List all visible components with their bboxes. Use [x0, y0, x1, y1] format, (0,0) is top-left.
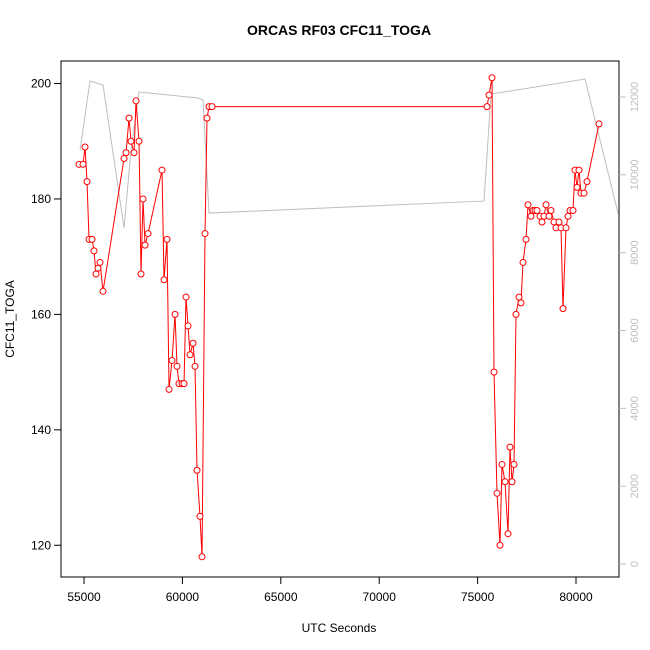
- y2-tick-label: 6000: [629, 318, 641, 342]
- x-axis-label: UTC Seconds: [302, 621, 377, 635]
- data-point: [496, 541, 504, 549]
- data-point: [163, 235, 171, 243]
- data-point: [139, 195, 147, 203]
- data-point: [191, 362, 199, 370]
- data-point: [545, 212, 553, 220]
- data-point: [510, 460, 518, 468]
- data-point: [203, 114, 211, 122]
- data-point: [519, 258, 527, 266]
- data-point: [547, 206, 555, 214]
- data-point: [90, 247, 98, 255]
- y2-tick-label: 2000: [629, 474, 641, 498]
- y-tick-label: 120: [31, 538, 51, 552]
- data-point: [573, 183, 581, 191]
- data-point: [96, 258, 104, 266]
- data-point: [542, 201, 550, 209]
- data-point: [538, 218, 546, 226]
- data-point: [92, 270, 100, 278]
- data-point: [168, 357, 176, 365]
- data-point: [488, 74, 496, 82]
- data-point: [184, 322, 192, 330]
- data-point: [186, 351, 194, 359]
- data-point: [208, 103, 216, 111]
- x-tick-label: 60000: [166, 590, 200, 604]
- x-tick-label: 65000: [264, 590, 298, 604]
- data-point: [512, 310, 520, 318]
- data-point: [83, 178, 91, 186]
- y2-tick-label: 4000: [629, 396, 641, 420]
- data-point: [130, 149, 138, 157]
- data-point: [559, 305, 567, 313]
- data-point: [182, 293, 190, 301]
- data-point: [555, 218, 563, 226]
- data-point: [171, 310, 179, 318]
- y-tick-label: 180: [31, 192, 51, 206]
- data-point: [583, 178, 591, 186]
- plot-frame: [60, 60, 620, 578]
- data-point: [99, 287, 107, 295]
- data-point: [508, 478, 516, 486]
- data-point: [141, 241, 149, 249]
- data-point: [490, 368, 498, 376]
- data-point: [144, 230, 152, 238]
- data-point: [196, 512, 204, 520]
- data-point: [595, 120, 603, 128]
- series-line: [79, 77, 600, 557]
- data-point: [137, 270, 145, 278]
- x-tick-label: 75000: [461, 590, 495, 604]
- data-point: [180, 380, 188, 388]
- data-point: [522, 235, 530, 243]
- data-point: [498, 460, 506, 468]
- data-point: [485, 91, 493, 99]
- data-point: [88, 235, 96, 243]
- y2-tick-label: 10000: [629, 160, 641, 191]
- data-point: [158, 166, 166, 174]
- series-line: [79, 78, 619, 229]
- data-point: [189, 339, 197, 347]
- data-point: [483, 103, 491, 111]
- data-point: [493, 489, 501, 497]
- y2-tick-label: 12000: [629, 82, 641, 113]
- data-point: [527, 212, 535, 220]
- data-point: [94, 264, 102, 272]
- data-point: [125, 114, 133, 122]
- data-point: [564, 212, 572, 220]
- data-point: [160, 276, 168, 284]
- data-point: [120, 155, 128, 163]
- data-point: [569, 206, 577, 214]
- data-point: [533, 206, 541, 214]
- data-point: [515, 293, 523, 301]
- data-point: [201, 230, 209, 238]
- data-point: [81, 143, 89, 151]
- data-point: [501, 478, 509, 486]
- data-point: [122, 149, 130, 157]
- data-point: [198, 553, 206, 561]
- data-point: [135, 137, 143, 145]
- chart-title: ORCAS RF03 CFC11_TOGA: [247, 22, 431, 38]
- y-tick-label: 200: [31, 77, 51, 91]
- data-point: [193, 466, 201, 474]
- data-point: [79, 160, 87, 168]
- x-tick-label: 80000: [559, 590, 593, 604]
- data-point: [504, 530, 512, 538]
- x-tick-label: 55000: [67, 590, 101, 604]
- data-point: [575, 166, 583, 174]
- y-axis-label: CFC11_TOGA: [3, 280, 17, 358]
- data-point: [524, 201, 532, 209]
- y2-tick-label: 8000: [629, 240, 641, 264]
- data-point: [127, 137, 135, 145]
- y2-tick-label: 0: [629, 561, 641, 567]
- y-tick-label: 140: [31, 423, 51, 437]
- data-point: [517, 299, 525, 307]
- data-point: [165, 385, 173, 393]
- data-point: [132, 97, 140, 105]
- data-point: [173, 362, 181, 370]
- data-point: [562, 224, 570, 232]
- x-tick-label: 70000: [363, 590, 397, 604]
- data-point: [580, 189, 588, 197]
- data-point: [506, 443, 514, 451]
- y-tick-label: 160: [31, 307, 51, 321]
